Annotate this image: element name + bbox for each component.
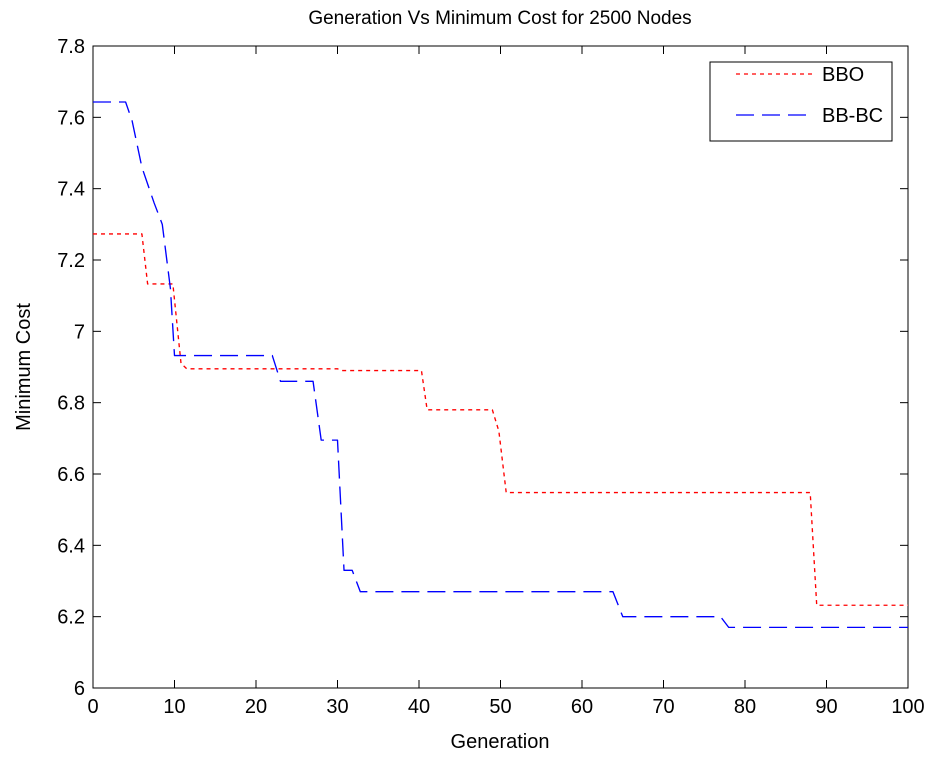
y-tick-label: 7.6 — [57, 107, 85, 129]
x-tick-label: 20 — [245, 696, 267, 718]
x-tick-label: 70 — [652, 696, 674, 718]
x-axis-label: Generation — [451, 731, 550, 753]
chart-title: Generation Vs Minimum Cost for 2500 Node… — [308, 8, 691, 29]
y-tick-label: 7 — [74, 321, 85, 343]
y-axis-label: Minimum Cost — [13, 303, 35, 431]
legend-label-bbo: BBO — [822, 64, 864, 86]
plot-frame — [92, 45, 909, 689]
x-tick-label: 90 — [815, 696, 837, 718]
legend-box — [709, 61, 893, 142]
x-tick-label: 80 — [734, 696, 756, 718]
x-tick-label: 100 — [891, 696, 924, 718]
x-tick-label: 30 — [326, 696, 348, 718]
y-tick-label: 6.2 — [57, 607, 85, 629]
x-tick-label: 60 — [571, 696, 593, 718]
y-tick-label: 7.2 — [57, 250, 85, 272]
y-tick-label: 6.6 — [57, 464, 85, 486]
y-tick-label: 6 — [74, 678, 85, 700]
y-tick-label: 7.4 — [57, 179, 85, 201]
x-tick-label: 10 — [163, 696, 185, 718]
x-tick-label: 50 — [489, 696, 511, 718]
y-tick-label: 6.4 — [57, 535, 85, 557]
x-tick-label: 40 — [408, 696, 430, 718]
legend: BBO BB-BC — [709, 61, 893, 142]
y-tick-label: 6.8 — [57, 393, 85, 415]
x-tick-label: 0 — [87, 696, 98, 718]
series-line-bb-bc — [93, 101, 908, 629]
axes-layer: 0 10 20 30 40 50 60 70 80 90 100 6 6.2 6.4 6.6 6.8 7 7.2 7… — [57, 36, 925, 718]
legend-label-bb-bc: BB-BC — [822, 105, 883, 127]
y-tick-label: 7.8 — [57, 36, 85, 58]
data-layer — [93, 101, 908, 629]
